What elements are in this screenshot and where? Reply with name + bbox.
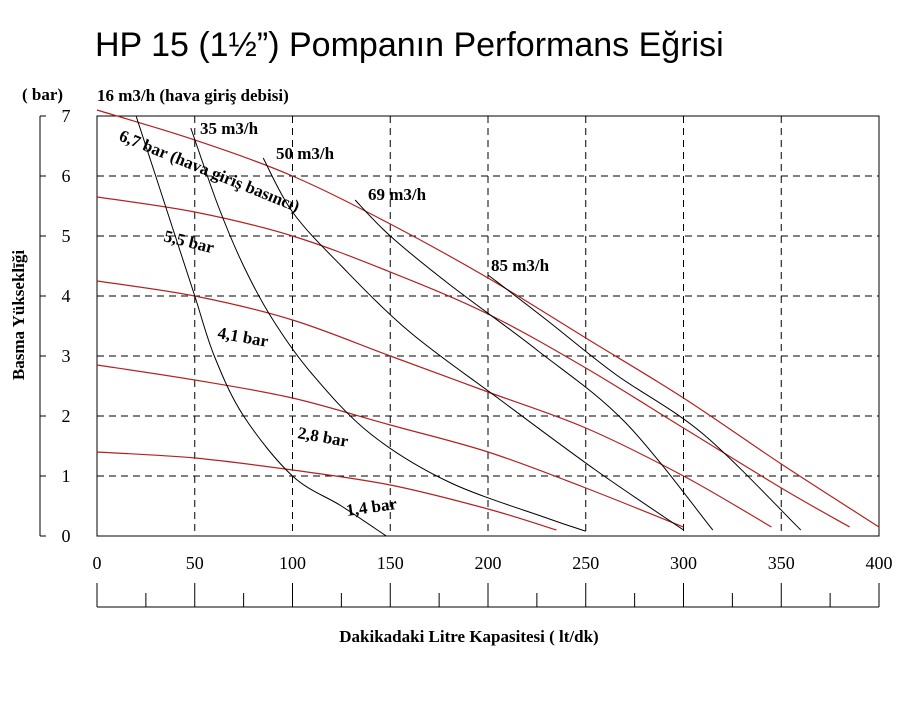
x-tick-label: 100 xyxy=(279,553,306,573)
label-85-m3h: 85 m3/h xyxy=(491,256,550,275)
x-tick-label: 400 xyxy=(866,553,893,573)
x-tick-label: 250 xyxy=(572,553,599,573)
y-tick-label: 7 xyxy=(62,106,71,126)
pressure-curve xyxy=(96,196,850,528)
pressure-curve xyxy=(96,280,772,528)
air-consumption-curve xyxy=(262,157,684,531)
x-tick-label: 150 xyxy=(377,553,404,573)
x-tick-label: 300 xyxy=(670,553,697,573)
y-tick-label: 6 xyxy=(62,166,71,186)
air-consumption-curve xyxy=(190,127,586,532)
y-axis-title: Basma Yükseklīği xyxy=(9,250,28,380)
chart-title: HP 15 (1½”) Pompanın Performans Eğrisi xyxy=(95,26,724,64)
y-axis xyxy=(39,115,46,537)
pressure-curve xyxy=(96,109,880,528)
y-tick-label: 1 xyxy=(62,466,71,486)
air-consumption-curves xyxy=(135,115,802,537)
y-tick-label: 2 xyxy=(62,406,71,426)
label-16-m3h: 16 m3/h (hava giriş debisi) xyxy=(97,86,289,105)
air-consumption-curve xyxy=(354,199,714,531)
label-6-7-bar: 6,7 bar (hava giriş basıncı) xyxy=(117,126,303,216)
label-50-m3h: 50 m3/h xyxy=(276,144,335,163)
air-consumption-curve xyxy=(487,274,802,531)
label-35-m3h: 35 m3/h xyxy=(200,119,259,138)
y-tick-labels: 0 1 2 3 4 5 6 7 xyxy=(62,106,71,546)
x-tick-labels: 0 50 100 150 200 250 300 350 400 xyxy=(93,553,893,573)
pressure-curve xyxy=(96,451,557,531)
air-consumption-curve xyxy=(135,115,387,537)
x-tick-label: 0 xyxy=(93,553,102,573)
grid-lines xyxy=(97,116,879,536)
plot-frame xyxy=(96,115,880,537)
label-4-1-bar: 4,1 bar xyxy=(216,323,270,351)
x-axis-ruler xyxy=(96,583,880,608)
x-tick-label: 350 xyxy=(768,553,795,573)
y-tick-label: 5 xyxy=(62,226,71,246)
pressure-curve xyxy=(96,364,684,528)
x-tick-label: 50 xyxy=(186,553,204,573)
label-5-5-bar: 5,5 bar xyxy=(162,226,217,257)
y-unit-label: ( bar) xyxy=(22,85,63,104)
y-tick-label: 4 xyxy=(62,286,71,306)
label-2-8-bar: 2,8 bar xyxy=(296,423,350,451)
y-tick-label: 3 xyxy=(62,346,71,366)
y-tick-label: 0 xyxy=(62,526,71,546)
air-pressure-curves xyxy=(96,109,880,531)
x-tick-label: 200 xyxy=(475,553,502,573)
label-69-m3h: 69 m3/h xyxy=(368,185,427,204)
x-axis-title: Dakikadaki Litre Kapasitesi ( lt/dk) xyxy=(339,627,598,646)
